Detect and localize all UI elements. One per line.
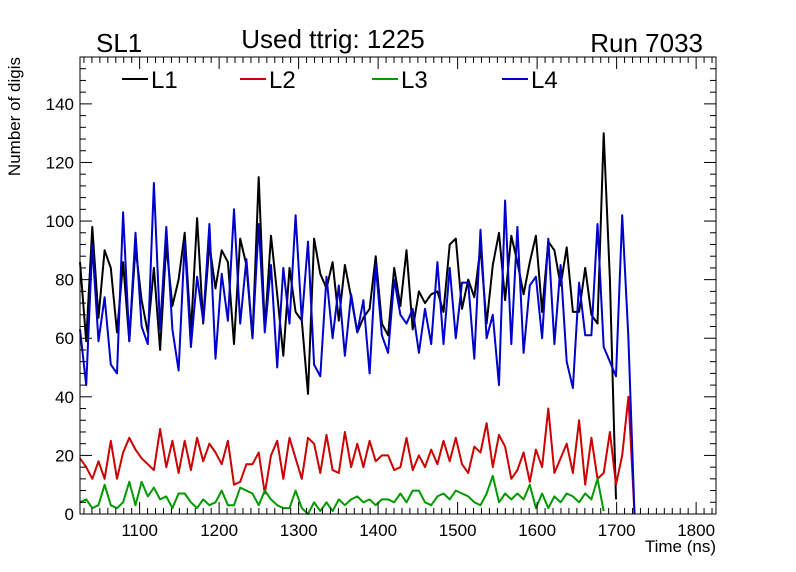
x-axis: 1100 1200 1300 1400 1500 1600 1700 1800 (83, 57, 715, 540)
x-tick-label: 1400 (359, 521, 397, 540)
legend-label-l2: L2 (269, 67, 296, 94)
x-tick-label: 1100 (121, 521, 158, 540)
plot-lines (79, 132, 636, 515)
x-tick-label: 1300 (280, 521, 318, 540)
series-line-l3 (79, 474, 605, 515)
legend-label-l3: L3 (401, 67, 428, 94)
y-tick-label: 40 (55, 388, 74, 407)
chart-title-right: Run 7033 (590, 28, 703, 58)
y-tick-label: 120 (46, 153, 74, 172)
x-axis-label: Time (ns) (645, 537, 716, 556)
plot-frame (79, 56, 717, 515)
x-tick-label: 1800 (677, 521, 715, 540)
legend-label-l4: L4 (531, 67, 558, 94)
y-tick-label: 20 (55, 446, 74, 465)
y-tick-label: 60 (55, 329, 74, 348)
chart-title-center: Used ttrig: 1225 (241, 24, 425, 54)
y-axis: 0 20 40 60 80 100 120 140 (46, 56, 716, 524)
y-tick-label: 140 (46, 95, 74, 114)
legend-label-l1: L1 (151, 67, 178, 94)
y-tick-label: 0 (65, 505, 74, 524)
x-tick-label: 1600 (518, 521, 556, 540)
x-tick-label: 1700 (598, 521, 636, 540)
chart-title-left: SL1 (96, 28, 142, 58)
x-tick-label: 1200 (200, 521, 238, 540)
y-tick-label: 80 (55, 271, 74, 290)
series-line-l2 (79, 395, 636, 515)
legend: L1 L2 L3 L4 (122, 67, 558, 94)
x-tick-label: 1500 (439, 521, 477, 540)
series-line-l4 (79, 182, 636, 515)
y-axis-label: Number of digis (5, 57, 24, 176)
y-tick-label: 100 (46, 212, 74, 231)
